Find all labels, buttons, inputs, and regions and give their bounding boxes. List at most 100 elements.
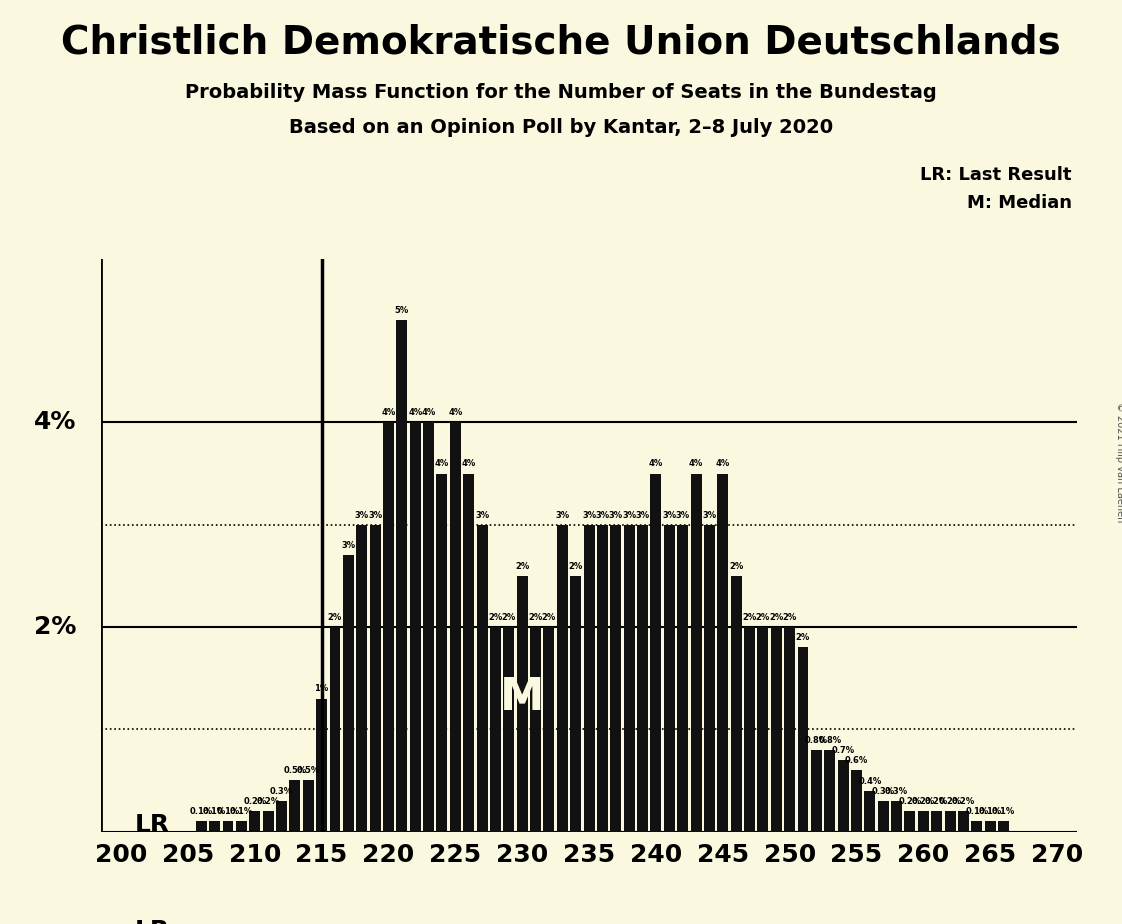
Text: 0.1%: 0.1% [230, 808, 252, 816]
Bar [838, 760, 848, 832]
Bar [798, 648, 809, 832]
Bar [570, 576, 581, 832]
Text: LR: LR [135, 812, 169, 836]
Text: LR: Last Result: LR: Last Result [920, 166, 1072, 184]
Bar [195, 821, 206, 832]
Text: 3%: 3% [555, 511, 569, 519]
Bar [504, 627, 514, 832]
Text: 2%: 2% [782, 613, 797, 622]
Text: 2%: 2% [743, 613, 756, 622]
Text: 3%: 3% [675, 511, 690, 519]
Bar [744, 627, 755, 832]
Bar [597, 525, 608, 832]
Bar [877, 801, 889, 832]
Bar [690, 473, 701, 832]
Bar [463, 473, 475, 832]
Text: 3%: 3% [582, 511, 596, 519]
Bar [972, 821, 983, 832]
Text: M: Median: M: Median [966, 194, 1072, 212]
Text: 0.2%: 0.2% [926, 797, 948, 806]
Text: 2%: 2% [528, 613, 543, 622]
Text: 2%: 2% [34, 615, 76, 639]
Bar [477, 525, 488, 832]
Text: 4%: 4% [461, 459, 476, 468]
Bar [369, 525, 380, 832]
Text: 2%: 2% [569, 562, 582, 571]
Bar [730, 576, 742, 832]
Text: 3%: 3% [341, 541, 356, 551]
Bar [784, 627, 795, 832]
Bar [703, 525, 715, 832]
Bar [891, 801, 902, 832]
Text: 0.1%: 0.1% [203, 808, 227, 816]
Bar [289, 781, 301, 832]
Bar [583, 525, 595, 832]
Text: 0.1%: 0.1% [965, 808, 988, 816]
Bar [999, 821, 1009, 832]
Bar [396, 320, 407, 832]
Bar [209, 821, 220, 832]
Text: 0.2%: 0.2% [243, 797, 266, 806]
Text: 3%: 3% [355, 511, 369, 519]
Text: 0.5%: 0.5% [296, 766, 320, 775]
Text: Christlich Demokratische Union Deutschlands: Christlich Demokratische Union Deutschla… [61, 23, 1061, 61]
Text: 0.5%: 0.5% [283, 766, 306, 775]
Bar [958, 811, 969, 832]
Text: © 2021 Filip van Laenen: © 2021 Filip van Laenen [1115, 402, 1122, 522]
Text: 4%: 4% [408, 408, 422, 418]
Text: 0.1%: 0.1% [190, 808, 213, 816]
Text: 4%: 4% [422, 408, 435, 418]
Bar [263, 811, 274, 832]
Text: 4%: 4% [716, 459, 730, 468]
Text: 0.8%: 0.8% [818, 736, 842, 745]
Text: Probability Mass Function for the Number of Seats in the Bundestag: Probability Mass Function for the Number… [185, 83, 937, 103]
Text: 4%: 4% [34, 410, 76, 434]
Text: 3%: 3% [609, 511, 623, 519]
Text: 0.3%: 0.3% [270, 787, 293, 796]
Bar [383, 422, 394, 832]
Bar [825, 749, 835, 832]
Bar [931, 811, 942, 832]
Text: Based on an Opinion Poll by Kantar, 2–8 July 2020: Based on an Opinion Poll by Kantar, 2–8 … [289, 118, 833, 138]
Text: 2%: 2% [729, 562, 743, 571]
Text: 0.4%: 0.4% [858, 776, 882, 785]
Bar [276, 801, 287, 832]
Text: 0.3%: 0.3% [885, 787, 908, 796]
Text: 0.2%: 0.2% [257, 797, 279, 806]
Bar [330, 627, 340, 832]
Bar [249, 811, 260, 832]
Text: 4%: 4% [689, 459, 703, 468]
Bar [450, 422, 461, 832]
Text: 5%: 5% [395, 306, 410, 315]
Bar [678, 525, 688, 832]
Text: 3%: 3% [702, 511, 717, 519]
Text: 0.2%: 0.2% [951, 797, 975, 806]
Bar [303, 781, 314, 832]
Bar [771, 627, 782, 832]
Bar [757, 627, 769, 832]
Bar [530, 627, 541, 832]
Bar [343, 555, 353, 832]
Bar [222, 821, 233, 832]
Bar [864, 791, 875, 832]
Text: 4%: 4% [435, 459, 449, 468]
Text: 2%: 2% [502, 613, 516, 622]
Text: 4%: 4% [381, 408, 396, 418]
Bar [904, 811, 916, 832]
Bar [651, 473, 661, 832]
Bar [236, 821, 247, 832]
Text: LR: LR [135, 918, 169, 924]
Text: 2%: 2% [542, 613, 557, 622]
Bar [423, 422, 434, 832]
Bar [637, 525, 649, 832]
Bar [717, 473, 728, 832]
Text: 3%: 3% [622, 511, 636, 519]
Text: 2%: 2% [488, 613, 503, 622]
Text: 2%: 2% [795, 633, 810, 642]
Text: 3%: 3% [368, 511, 383, 519]
Text: 3%: 3% [662, 511, 677, 519]
Bar [811, 749, 821, 832]
Text: 0.6%: 0.6% [845, 756, 868, 765]
Bar [316, 699, 328, 832]
Text: 0.1%: 0.1% [992, 808, 1015, 816]
